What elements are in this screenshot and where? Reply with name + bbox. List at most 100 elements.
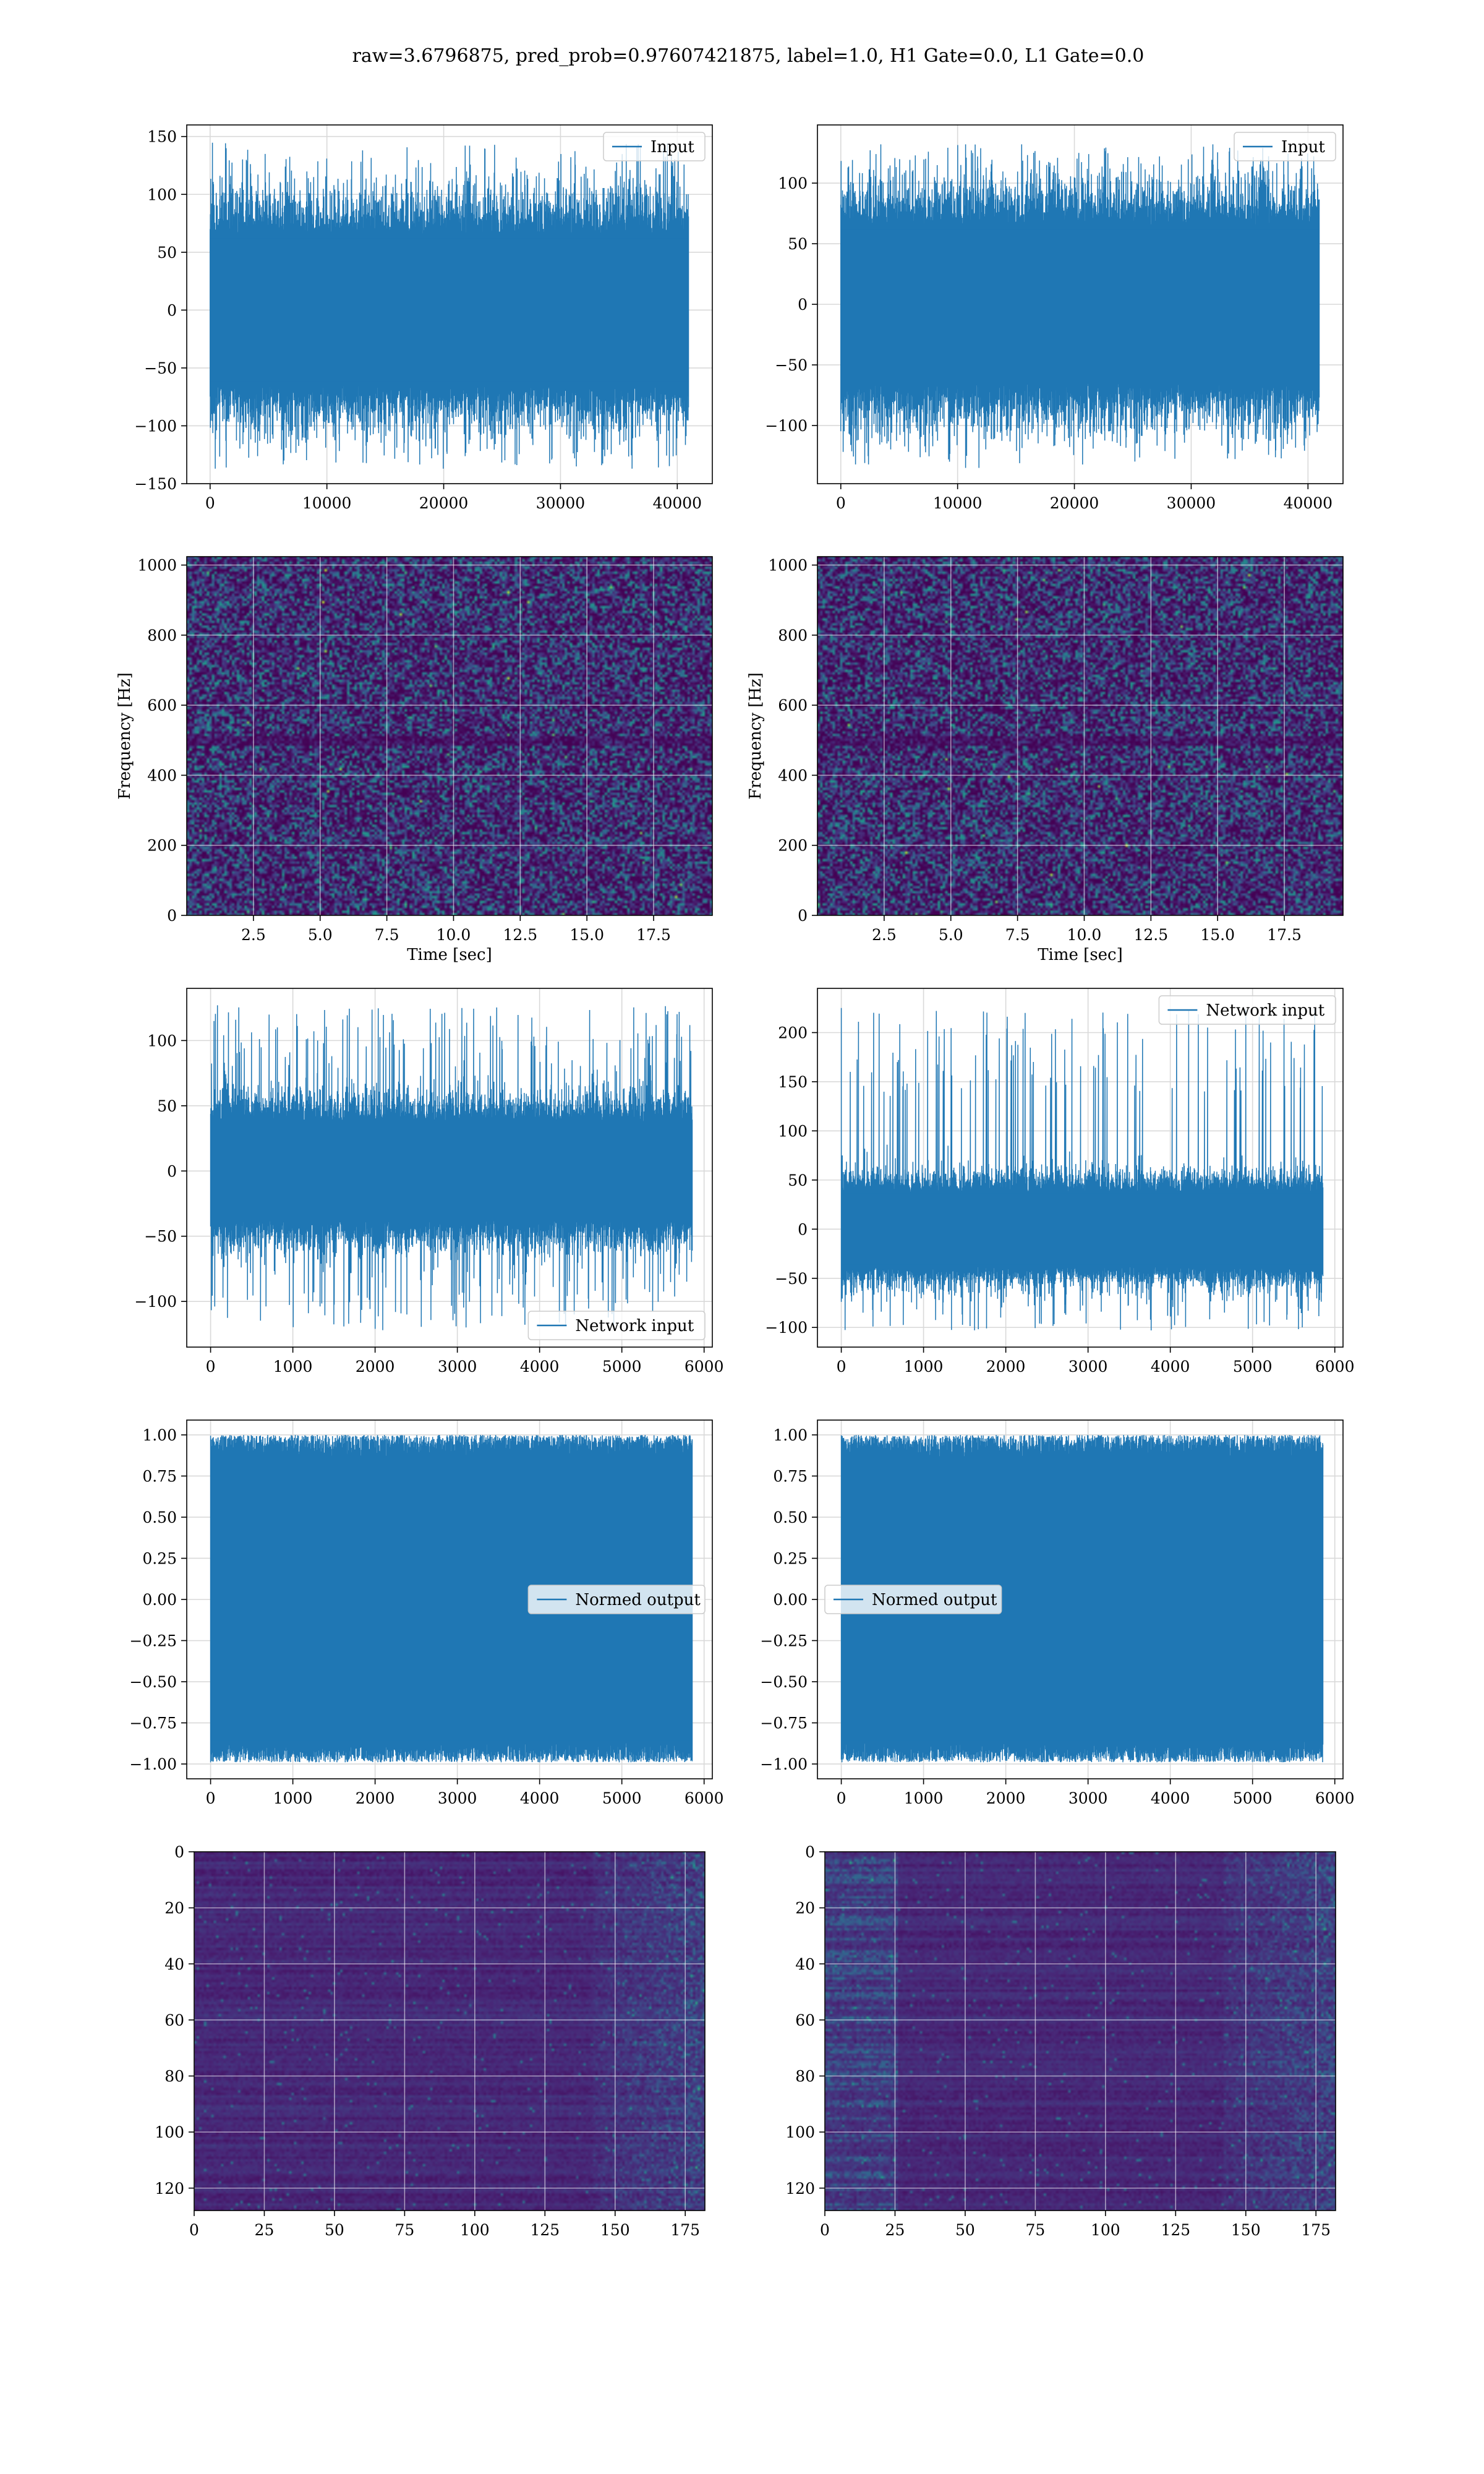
y-tick-label: 0 [805, 1843, 815, 1861]
y-tick-label: 0.50 [142, 1509, 177, 1526]
x-tick-label: 0 [189, 2221, 199, 2239]
y-tick-label: −50 [144, 359, 177, 377]
x-tick-label: 175 [670, 2221, 700, 2239]
ticks: 0 10000 20000 30000 40000 −100 −50 0 50 100 [765, 174, 1333, 512]
x-tick-label: 6000 [1315, 1789, 1355, 1807]
x-tick-label: 50 [955, 2221, 975, 2239]
x-tick-label: 3000 [438, 1789, 477, 1807]
subplot-spectrogram-l1: 2.5 5.0 7.5 10.0 12.5 15.0 17.5 0 200 400 600 800 10… [746, 556, 1344, 964]
x-tick-label: 10.0 [437, 926, 471, 944]
legend-box [527, 1585, 706, 1614]
legend-label: Normed output [872, 1591, 997, 1609]
x-tick-label: 2000 [356, 1358, 395, 1376]
x-tick-label: 20000 [419, 494, 469, 512]
x-tick-label: 125 [1161, 2221, 1190, 2239]
x-tick-label: 3000 [1068, 1358, 1108, 1376]
x-tick-label: 10000 [933, 494, 983, 512]
y-tick-label: 100 [147, 186, 177, 203]
y-tick-label: −0.75 [129, 1714, 177, 1732]
x-tick-label: 40000 [653, 494, 702, 512]
x-tick-label: 20000 [1050, 494, 1099, 512]
y-tick-label: 1.00 [773, 1426, 808, 1444]
x-tick-label: 5000 [602, 1789, 642, 1807]
y-tick-label: 100 [155, 2123, 184, 2141]
y-tick-label: −50 [775, 356, 808, 374]
x-tick-label: 2.5 [872, 926, 897, 944]
subplot-spectrogram-h1: 2.5 5.0 7.5 10.0 12.5 15.0 17.5 0 200 400 600 800 10… [116, 556, 713, 964]
y-tick-label: −0.75 [760, 1714, 808, 1732]
y-tick-label: 400 [147, 766, 177, 784]
y-tick-label: −0.25 [129, 1632, 177, 1650]
x-tick-label: 6000 [684, 1358, 724, 1376]
x-tick-label: 0 [206, 1789, 216, 1807]
y-tick-label: −0.25 [760, 1632, 808, 1650]
y-tick-label: 40 [164, 1955, 184, 1973]
y-tick-label: −150 [134, 475, 177, 493]
y-tick-label: 800 [147, 627, 177, 644]
ticks: 0 1000 2000 3000 4000 5000 6000 −1.00 −0.75 −0.50… [760, 1426, 1354, 1807]
legend-label: Input [1281, 138, 1325, 156]
x-tick-label: 1000 [273, 1789, 313, 1807]
subplot-normed-output-l1: 0 1000 2000 3000 4000 5000 6000 −1.00 −0.75 −0.50… [760, 1419, 1355, 1807]
axes-frame [194, 1851, 706, 2211]
y-tick-label: 40 [795, 1955, 815, 1973]
x-tick-label: 1000 [273, 1358, 313, 1376]
axes-frame [186, 124, 713, 484]
ticks: 0 1000 2000 3000 4000 5000 6000 −100 −50 0 50 100 [134, 1032, 723, 1376]
x-tick-label: 3000 [1068, 1789, 1108, 1807]
ticks: 0 10000 20000 30000 40000 −150 −100 −50 0 50 100 15… [134, 128, 702, 512]
x-tick-label: 0 [820, 2221, 830, 2239]
x-tick-label: 2000 [356, 1789, 395, 1807]
subplot-input-h1: 0 10000 20000 30000 40000 −150 −100 −50 0 50 100 15… [134, 124, 713, 512]
x-tick-label: 15.0 [569, 926, 604, 944]
y-tick-label: 1.00 [142, 1426, 177, 1444]
y-tick-label: 0 [798, 907, 808, 925]
y-axis-label: Frequency [Hz] [116, 672, 134, 800]
x-tick-label: 7.5 [375, 926, 399, 944]
x-tick-label: 0 [206, 1358, 216, 1376]
y-tick-label: 100 [147, 1032, 177, 1050]
x-tick-label: 10.0 [1067, 926, 1102, 944]
legend-box [1234, 132, 1336, 161]
x-tick-label: 12.5 [1134, 926, 1169, 944]
y-tick-label: 150 [147, 128, 177, 146]
axes-frame [824, 1851, 1336, 2211]
y-tick-label: −1.00 [760, 1755, 808, 1773]
y-tick-label: 20 [795, 1899, 815, 1917]
y-tick-label: 0 [174, 1843, 184, 1861]
y-tick-label: −100 [134, 417, 177, 435]
y-tick-label: 1000 [137, 557, 177, 575]
x-tick-label: 125 [530, 2221, 560, 2239]
y-tick-label: 1000 [768, 557, 808, 575]
ticks: 0 25 50 75 100 125 150 175 0 20 40 60 80 100 120 [785, 1843, 1331, 2239]
y-tick-label: 0 [167, 301, 177, 319]
x-tick-label: 7.5 [1005, 926, 1030, 944]
x-tick-label: 75 [394, 2221, 414, 2239]
y-tick-label: 0.00 [142, 1591, 177, 1609]
legend-label: Normed output [575, 1591, 701, 1609]
legend-box [527, 1311, 706, 1340]
subplot-input-l1: 0 10000 20000 30000 40000 −100 −50 0 50 100 Input [765, 124, 1344, 512]
y-tick-label: −100 [134, 1293, 177, 1311]
legend-label: Input [650, 138, 694, 156]
ticks: 0 1000 2000 3000 4000 5000 6000 −1.00 −0.75 −0.50… [129, 1426, 723, 1807]
y-tick-label: 50 [788, 235, 808, 253]
x-tick-label: 2000 [986, 1358, 1026, 1376]
x-tick-label: 150 [600, 2221, 630, 2239]
y-tick-label: 400 [778, 766, 808, 784]
axes-frame [186, 556, 713, 916]
subplot-feature-map-h1: 0 25 50 75 100 125 150 175 0 20 40 60 80 100 120 [155, 1843, 706, 2239]
x-tick-label: 4000 [520, 1789, 560, 1807]
x-tick-label: 4000 [1151, 1358, 1190, 1376]
subplots: 0 10000 20000 30000 40000−150−100−5005010015… [116, 124, 1355, 2239]
x-tick-label: 100 [460, 2221, 490, 2239]
y-tick-label: 600 [778, 696, 808, 714]
x-tick-label: 0 [836, 494, 846, 512]
series-core [840, 229, 1320, 379]
x-tick-label: 40000 [1284, 494, 1333, 512]
x-tick-label: 0 [837, 1789, 846, 1807]
y-tick-label: 0 [798, 296, 808, 314]
legend-box [603, 132, 706, 161]
x-tick-label: 17.5 [1267, 926, 1302, 944]
